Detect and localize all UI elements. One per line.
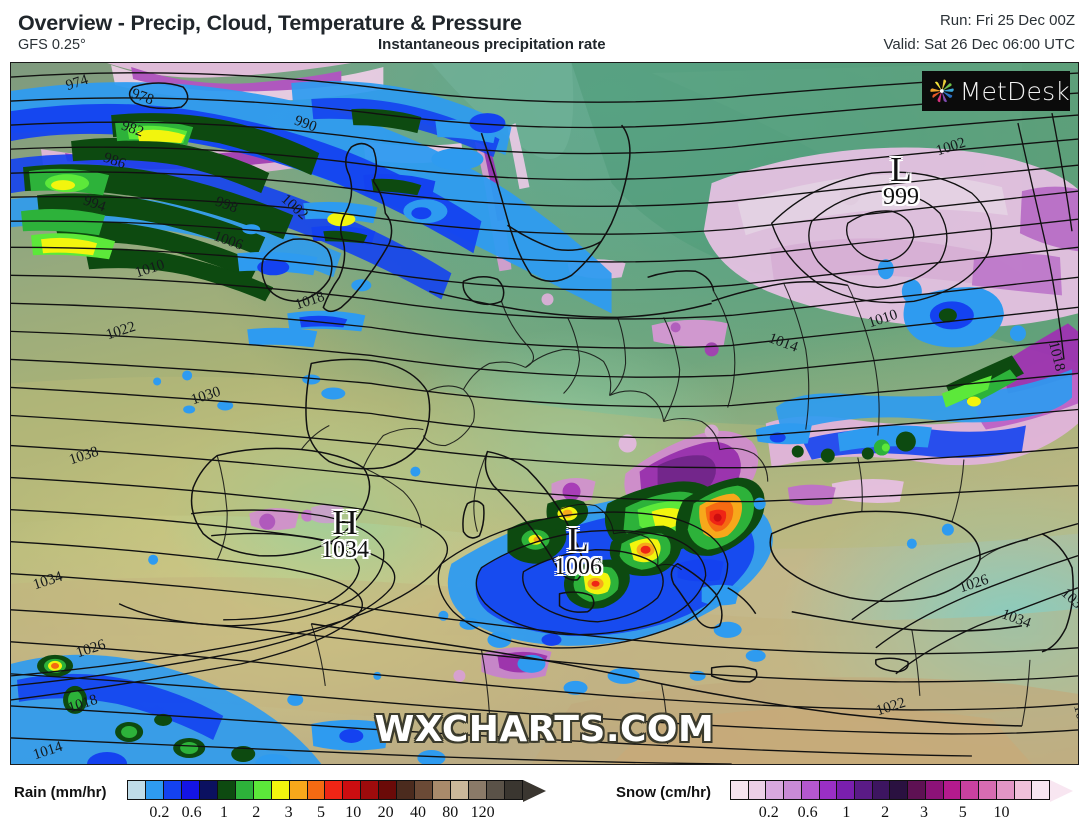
colorbar-swatch (924, 781, 943, 799)
rain-colorbar[interactable] (127, 780, 523, 800)
colorbar-swatch (128, 781, 145, 799)
colorbar-swatch (468, 781, 487, 799)
model-label: GFS 0.25° (18, 37, 86, 53)
colorbar-tick: 3 (919, 804, 928, 821)
rain-tick-labels: 0.2 0.6 1 2 3 5 10 20 40 80 120 (127, 804, 523, 822)
pressure-centre: H 1034 (321, 503, 369, 563)
colorbar-tick: 10 (345, 804, 362, 821)
colorbar-swatch (907, 781, 925, 799)
colorbar-swatch (800, 781, 819, 799)
colorbar-swatch (450, 781, 469, 799)
colorbar-tick: 0.6 (797, 804, 818, 821)
pressure-centre-layer: H 1034 L 1006 L 999 (11, 63, 1078, 764)
colorbar-swatch (162, 781, 181, 799)
colorbar-tick: 0.6 (181, 804, 202, 821)
colorbar-tick: 5 (958, 804, 967, 821)
colorbar-swatch (836, 781, 855, 799)
colorbar-swatch (747, 781, 766, 799)
wxcharts-watermark: WXCHARTS.COM (374, 709, 715, 750)
colorbar-tick: 1 (219, 804, 228, 821)
snow-colorbar[interactable] (730, 780, 1050, 800)
colorbar-swatch (889, 781, 908, 799)
colorbar-swatch (818, 781, 837, 799)
colorbar-tick: 2 (252, 804, 261, 821)
colorbar-tick: 20 (377, 804, 394, 821)
colorbar-swatch (783, 781, 801, 799)
pressure-value: 999 (883, 184, 919, 210)
colorbar-tick: 0.2 (758, 804, 779, 821)
pressure-centre: L 1006 (554, 520, 602, 580)
colorbar-swatch (871, 781, 890, 799)
colorbar-swatch (504, 781, 522, 799)
colorbar-swatch (765, 781, 784, 799)
pinwheel-icon (930, 79, 954, 103)
colorbar-tick: 5 (316, 804, 325, 821)
colorbar-tick: 40 (409, 804, 426, 821)
colorbar-swatch (731, 781, 748, 799)
pressure-value: 1034 (321, 537, 369, 563)
colorbar-tick: 80 (442, 804, 459, 821)
colorbar-swatch (360, 781, 379, 799)
chart-subtitle: Instantaneous precipitation rate (378, 36, 606, 53)
colorbar-tick: 120 (470, 804, 495, 821)
colorbar-tick: 3 (284, 804, 293, 821)
rain-colorbar-arrow (523, 780, 546, 802)
chart-header: Overview - Precip, Cloud, Temperature & … (0, 0, 1089, 60)
colorbar-tick: 10 (993, 804, 1010, 821)
colorbar-tick: 2 (881, 804, 890, 821)
colorbar-swatch (324, 781, 343, 799)
colorbar-swatch (978, 781, 996, 799)
snow-legend-label: Snow (cm/hr) (616, 784, 712, 801)
colorbar-swatch (216, 781, 235, 799)
map-canvas (11, 63, 1078, 764)
low-pressure-symbol: L (890, 150, 912, 189)
rain-legend-label: Rain (mm/hr) (14, 784, 107, 801)
colorbar-swatch (942, 781, 961, 799)
metdesk-label: MetDesk (959, 76, 1070, 106)
valid-timestamp: Valid: Sat 26 Dec 06:00 UTC (883, 36, 1075, 53)
metdesk-logo[interactable]: MetDesk (922, 71, 1070, 111)
colorbar-swatch (486, 781, 505, 799)
pressure-value: 1006 (554, 554, 602, 580)
colorbar-swatch (252, 781, 271, 799)
colorbar-swatch (306, 781, 325, 799)
colorbar-swatch (960, 781, 979, 799)
colorbar-swatch (1013, 781, 1032, 799)
snow-tick-labels: 0.2 0.6 1 2 3 5 10 (730, 804, 1050, 822)
pressure-centre: L 999 (883, 150, 919, 210)
colorbar-swatch (270, 781, 289, 799)
run-timestamp: Run: Fri 25 Dec 00Z (939, 12, 1075, 29)
weather-map[interactable]: 974 978 982 986 990 994 998 1002 1006 1010 1018 102… (10, 62, 1079, 765)
colorbar-swatch (995, 781, 1014, 799)
colorbar-swatch (234, 781, 253, 799)
high-pressure-symbol: H (332, 503, 358, 542)
colorbar-swatch (144, 781, 163, 799)
legend-bar: Rain (mm/hr) 0.2 0.6 1 2 3 5 10 20 40 80 120 Snow … (0, 770, 1089, 835)
colorbar-swatch (288, 781, 307, 799)
snow-colorbar-arrow (1050, 780, 1073, 802)
colorbar-swatch (342, 781, 361, 799)
colorbar-swatch (378, 781, 397, 799)
colorbar-swatch (854, 781, 872, 799)
page-title: Overview - Precip, Cloud, Temperature & … (18, 11, 522, 35)
colorbar-swatch (1031, 781, 1049, 799)
colorbar-tick: 0.2 (149, 804, 170, 821)
colorbar-swatch (414, 781, 433, 799)
colorbar-swatch (180, 781, 199, 799)
low-pressure-symbol: L (567, 520, 589, 559)
colorbar-swatch (396, 781, 415, 799)
colorbar-swatch (432, 781, 451, 799)
colorbar-tick: 1 (842, 804, 851, 821)
colorbar-swatch (198, 781, 217, 799)
